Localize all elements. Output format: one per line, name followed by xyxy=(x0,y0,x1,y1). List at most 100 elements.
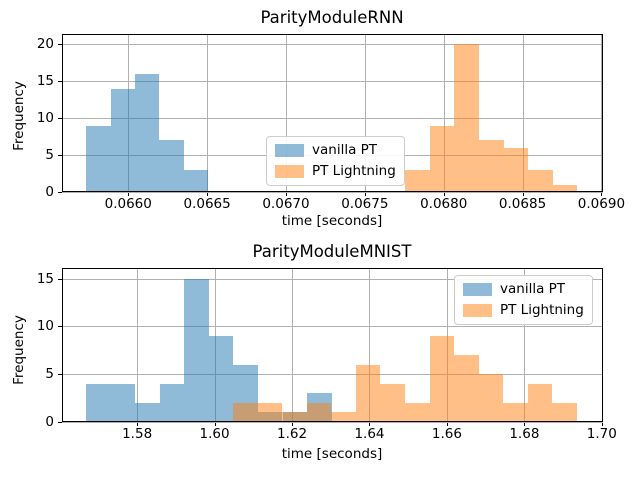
y-tick-label: 10 xyxy=(36,110,54,127)
x-gridline xyxy=(207,34,209,192)
y-tick-label: 5 xyxy=(45,366,54,383)
hist-bar xyxy=(405,169,430,192)
hist-bar xyxy=(405,402,430,422)
hist-bar xyxy=(110,383,136,422)
x-tick-mark xyxy=(601,422,603,426)
hist-bar xyxy=(184,278,209,422)
y-tick-label: 10 xyxy=(36,318,54,335)
x-tick-mark xyxy=(601,192,603,196)
y-tick-label: 15 xyxy=(36,270,54,287)
hist-bar xyxy=(183,169,208,192)
x-tick-label: 0.0660 xyxy=(104,196,152,212)
x-tick-label: 0.0670 xyxy=(262,196,310,212)
legend-label: vanilla PT xyxy=(312,142,378,158)
x-gridline xyxy=(443,34,445,192)
x-gridline xyxy=(137,268,139,422)
x-tick-mark xyxy=(524,422,526,426)
y-tick-label: 0 xyxy=(45,184,54,200)
x-gridline xyxy=(364,34,366,192)
y-gridline xyxy=(62,374,603,376)
legend-swatch-icon xyxy=(463,304,492,317)
x-gridline xyxy=(369,268,371,422)
x-tick-mark xyxy=(446,422,448,426)
hist-bar xyxy=(380,383,406,422)
legend-swatch-icon xyxy=(275,144,304,157)
hist-bar xyxy=(527,383,553,422)
y-tick-label: 0 xyxy=(45,414,54,430)
hist-bar xyxy=(135,73,160,192)
x-gridline xyxy=(601,268,603,422)
legend-item: vanilla PT xyxy=(275,143,396,158)
x-tick-mark xyxy=(137,422,139,426)
legend-label: PT Lightning xyxy=(500,302,584,318)
y-tick-mark xyxy=(58,192,62,193)
hist-bar xyxy=(479,140,504,192)
y-tick-mark xyxy=(58,44,62,46)
plot-area-rnn: 0.0660 0.0665 0.0670 0.0675 0.0680 0.0685 0.06… xyxy=(37,34,625,211)
legend-label: vanilla PT xyxy=(500,281,566,297)
x-tick-label: 0.0685 xyxy=(498,196,547,212)
x-tick-label: 1.60 xyxy=(199,426,230,442)
x-tick-label: 1.62 xyxy=(277,426,308,442)
hist-bar xyxy=(552,402,577,422)
x-tick-label: 0.0675 xyxy=(341,196,389,212)
hist-bar xyxy=(86,125,111,192)
y-tick-label: 20 xyxy=(36,36,54,53)
hist-bar xyxy=(454,355,479,422)
y-gridline xyxy=(62,44,603,46)
legend-swatch-icon xyxy=(463,283,492,296)
y-tick-label: 5 xyxy=(45,147,54,164)
hist-bar xyxy=(331,412,356,422)
x-tick-mark xyxy=(364,192,366,196)
hist-bar xyxy=(233,402,258,422)
hist-bar xyxy=(257,402,283,422)
hist-bar xyxy=(306,402,332,422)
hist-bar xyxy=(110,88,136,192)
hist-bar xyxy=(552,184,578,192)
y-gridline xyxy=(62,422,603,423)
x-tick-label: 0.0690 xyxy=(577,196,626,212)
hist-bar xyxy=(208,335,234,422)
x-tick-label: 1.58 xyxy=(122,426,153,442)
x-gridline xyxy=(285,34,287,192)
x-axis-label-mnist: time [seconds] xyxy=(281,446,383,462)
y-tick-mark xyxy=(58,374,62,376)
legend-item: PT Lightning xyxy=(463,303,584,318)
plot-title-rnn: ParityModuleRNN xyxy=(260,8,404,27)
x-tick-mark xyxy=(522,192,524,196)
y-tick-mark xyxy=(58,81,62,83)
hist-bar xyxy=(282,412,307,422)
x-tick-mark xyxy=(292,422,294,426)
y-gridline xyxy=(62,81,603,83)
hist-bar xyxy=(355,364,381,422)
y-tick-label: 15 xyxy=(36,73,54,90)
y-gridline xyxy=(62,326,603,328)
legend-item: PT Lightning xyxy=(275,164,396,179)
y-tick-mark xyxy=(58,155,62,157)
x-tick-label: 0.0665 xyxy=(183,196,231,212)
y-axis-label-rnn: Frequency xyxy=(11,81,27,151)
legend-item: vanilla PT xyxy=(463,282,584,297)
x-tick-label: 1.66 xyxy=(431,426,462,442)
x-gridline xyxy=(524,268,526,422)
y-tick-mark xyxy=(58,326,62,328)
hist-bar xyxy=(478,374,504,422)
legend-swatch-icon xyxy=(275,165,304,178)
hist-bar xyxy=(86,383,111,422)
plot-area-mnist: 1.58 1.60 1.62 1.64 1.66 1.68 1.70 0 5 10 15 vanill… xyxy=(37,268,617,441)
x-tick-label: 1.68 xyxy=(509,426,540,442)
x-tick-mark xyxy=(285,192,287,196)
x-tick-label: 0.0680 xyxy=(420,196,468,212)
y-tick-mark xyxy=(58,118,62,120)
hist-bar xyxy=(503,147,529,192)
x-tick-mark xyxy=(214,422,216,426)
legend: vanilla PT PT Lightning xyxy=(266,136,405,186)
x-tick-mark xyxy=(369,422,371,426)
hist-bar xyxy=(429,125,455,192)
hist-bar xyxy=(135,402,160,422)
y-gridline xyxy=(62,278,603,280)
x-axis-label-rnn: time [seconds] xyxy=(281,213,383,229)
x-gridline xyxy=(601,34,603,192)
hist-bar xyxy=(454,44,480,192)
hist-bar xyxy=(159,140,184,192)
